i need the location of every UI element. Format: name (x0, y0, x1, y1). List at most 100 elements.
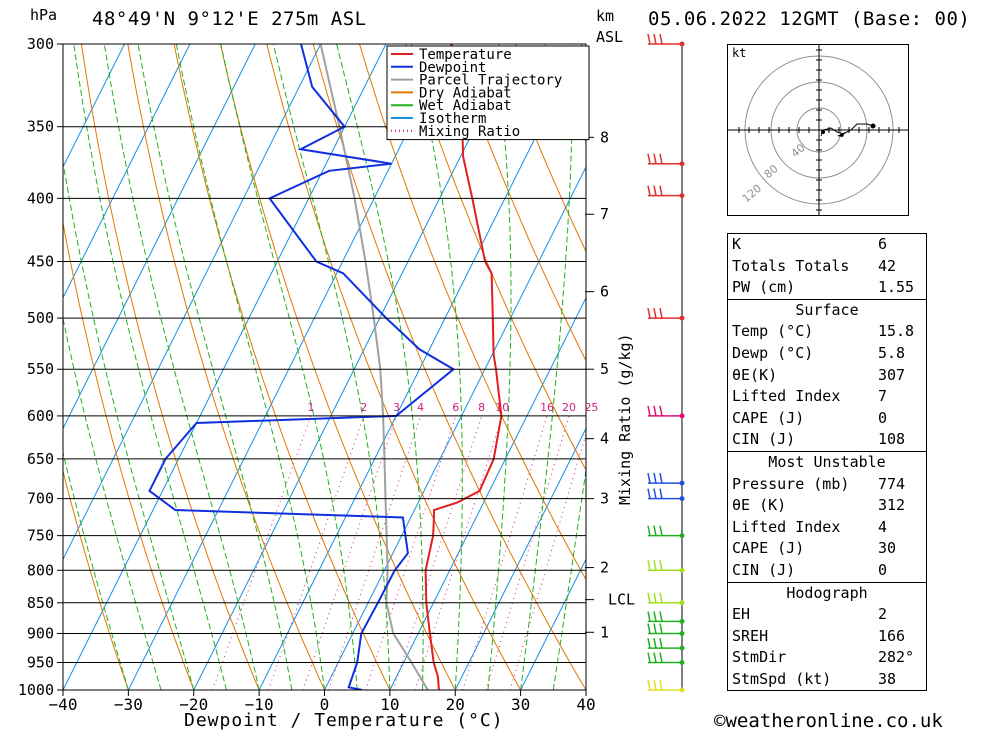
station-location: 48°49'N 9°12'E 275m ASL (92, 8, 367, 30)
s-cape-label: CAPE (J) (732, 408, 805, 427)
wind-barb (647, 638, 685, 651)
wind-barb-flag (647, 611, 651, 622)
wind-barb-flag (659, 611, 663, 622)
stmspd-value: 38 (877, 669, 897, 688)
wet-adiabat-line (137, 44, 293, 690)
mixing-ratio-label: 25 (584, 401, 598, 414)
isotherm-line (63, 44, 191, 299)
eh-label: EH (732, 605, 751, 624)
wet-adiabat-line (336, 44, 424, 690)
wind-barb-flag (659, 679, 663, 691)
sreh-label: SREH (732, 626, 769, 645)
wind-barb-flag (659, 652, 663, 663)
s-li-value: 7 (877, 387, 887, 406)
wind-barb-flag (659, 472, 663, 484)
mixing-ratio-label: 6 (452, 401, 459, 414)
height-tick-label: 6 (600, 283, 609, 301)
mu-li-value: 4 (877, 517, 887, 536)
copyright-footer: ©weatheronline.co.uk (714, 710, 943, 732)
hodograph-end-dot (870, 123, 876, 129)
wind-barb-dot (679, 315, 685, 321)
wind-barb-flag (653, 623, 657, 634)
dry-adiabat-line (63, 469, 129, 690)
dry-adiabat-line (962, 44, 1000, 690)
isotherm-line (389, 296, 586, 690)
wind-barb-flag (659, 623, 663, 634)
wet-adiabat-line (103, 44, 260, 690)
s-temp-label: Temp (°C) (732, 322, 814, 341)
x-tick-label: 10 (380, 695, 399, 714)
wind-barb-flag (653, 560, 657, 571)
wind-barb-flag (647, 185, 651, 196)
mixing-ratio-line (328, 415, 422, 690)
hodo-title: Hodograph (727, 581, 927, 605)
s-dewp-value: 5.8 (877, 343, 906, 362)
mu-theta-label: θE (K) (732, 496, 787, 515)
pressure-tick-label: 800 (27, 561, 54, 579)
isotherm-line (63, 44, 322, 561)
isotherm-line (127, 44, 452, 690)
mixing-ratio-label: 2 (360, 401, 367, 414)
wind-barb (647, 488, 685, 502)
pressure-tick-label: 600 (27, 407, 54, 425)
wind-barb-flag (659, 307, 663, 319)
pressure-tick-label: 950 (27, 653, 54, 671)
height-unit-line2: ASL (596, 28, 624, 46)
lcl-label: LCL (608, 591, 635, 609)
wind-barb-flag (653, 405, 657, 417)
stmdir-value: 282° (877, 648, 915, 667)
wind-barb-flag (647, 592, 651, 603)
axes: 1 2 3 4 6 8 10 16 20 2530035040045050055060065070… (18, 35, 635, 714)
wind-barb-flag (659, 185, 663, 196)
wind-barb (647, 652, 685, 665)
isotherm-line (520, 558, 586, 690)
x-tick-label: 40 (576, 695, 595, 714)
mixing-ratio-label: 4 (417, 401, 424, 414)
pressure-tick-label: 650 (27, 450, 54, 468)
temperature-line (424, 44, 503, 690)
wind-barb-flag (647, 153, 651, 164)
wet-adiabat-line (487, 44, 512, 690)
isotherm-line (324, 165, 586, 690)
mixing-ratio-line (267, 415, 365, 690)
wind-barb (647, 307, 685, 321)
wind-barb-dot (679, 496, 685, 502)
pressure-tick-label: 1000 (18, 681, 54, 699)
profiles (148, 44, 503, 690)
wind-barb-dot (679, 687, 685, 693)
wind-barb-flag (653, 638, 657, 649)
row-tt: Totals Totals 42 (728, 256, 927, 278)
hodograph: kt 40 80 120 (727, 44, 909, 216)
legend-label: Wet Adiabat (419, 98, 512, 114)
wind-barb-flag (659, 488, 663, 499)
s-cin-value: 108 (877, 430, 906, 449)
mixing-ratio-label: 3 (393, 401, 400, 414)
dry-adiabat-line (405, 44, 586, 472)
wind-barb-dot (679, 533, 685, 539)
pressure-tick-label: 550 (27, 360, 54, 378)
mixing-ratio-label: 10 (495, 401, 509, 414)
parcel-trajectory-line (319, 44, 429, 690)
wind-barb-flag (647, 560, 651, 571)
wind-barb-dot (679, 193, 685, 199)
wind-barb (647, 153, 685, 167)
dry-adiabat-line (80, 44, 260, 690)
mixing-ratio-label: 8 (478, 401, 485, 414)
mu-pres-value: 774 (877, 474, 906, 493)
wind-barb-flag (653, 307, 657, 319)
x-tick-label: 30 (511, 695, 530, 714)
k-value: 6 (877, 235, 887, 253)
x-tick-label: 20 (446, 695, 465, 714)
mixing-ratio-label: 1 (307, 401, 314, 414)
stmdir-label: StmDir (732, 648, 787, 667)
wind-barb-flag (647, 33, 651, 45)
eh-value: 2 (877, 605, 887, 624)
wet-adiabat-line (552, 467, 586, 690)
wind-barb-flag (647, 488, 651, 499)
sreh-value: 166 (877, 626, 906, 645)
wind-barb (647, 611, 685, 624)
wind-barb-dot (679, 41, 685, 47)
wind-barb (647, 185, 685, 199)
